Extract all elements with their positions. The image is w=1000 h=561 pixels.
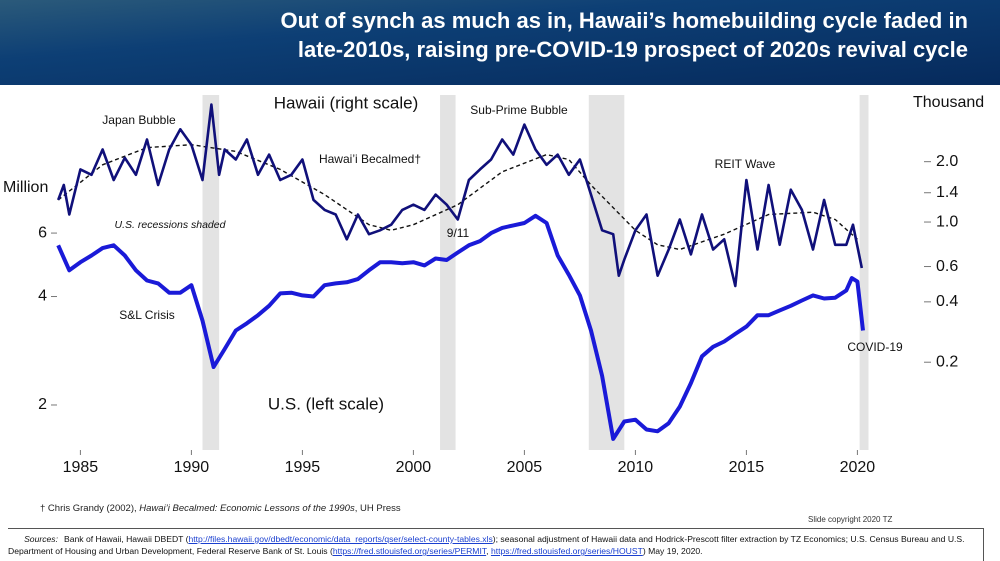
y2-tick-label: 0.2 <box>936 353 958 370</box>
y-tick-label: 2 <box>38 396 47 413</box>
title-line: Out of synch as much as in, Hawaii’s hom… <box>281 8 968 33</box>
annotation: Japan Bubble <box>102 113 176 127</box>
chart: Out of synch as much as in, Hawaii’s hom… <box>0 0 1000 476</box>
annotation: U.S. (left scale) <box>268 394 384 413</box>
annotation: 9/11 <box>447 226 470 240</box>
copyright: Slide copyright 2020 TZ <box>808 515 893 524</box>
footnote-part: , UH Press <box>354 503 401 514</box>
x-tick-label: 2000 <box>396 459 432 476</box>
series-line <box>57 144 858 251</box>
y-axis-label: Million <box>3 179 48 196</box>
x-tick-label: 1995 <box>285 459 321 476</box>
y2-tick-label: 1.0 <box>936 213 958 230</box>
source-text: ); seasonal adjustment of Hawaii data an… <box>8 534 965 556</box>
header-banner <box>0 0 1000 85</box>
recession-band <box>440 95 456 450</box>
y2-tick-label: 0.6 <box>936 258 958 275</box>
series-line <box>56 213 865 441</box>
x-tick-label: 2005 <box>507 459 543 476</box>
y2-tick-label: 0.4 <box>936 293 958 310</box>
x-tick-label: 1985 <box>63 459 99 476</box>
y-tick-label: 4 <box>38 288 47 305</box>
annotation: COVID-19 <box>847 340 903 354</box>
annotation: Hawai’i Becalmed† <box>319 152 421 166</box>
title-line: late-2010s, raising pre-COVID-19 prospec… <box>298 37 968 62</box>
source-text: Bank of Hawaii, Hawaii DBEDT ( <box>64 534 189 544</box>
annotation: REIT Wave <box>715 157 776 171</box>
y2-tick-label: 2.0 <box>936 153 958 170</box>
sources-label: Sources: <box>24 534 58 544</box>
source-text: , <box>486 546 491 556</box>
source-link[interactable]: https://fred.stlouisfed.org/series/PERMI… <box>332 546 487 556</box>
x-tick-label: 2020 <box>840 459 876 476</box>
footnote-part: Hawai’i Becalmed: Economic Lessons of th… <box>139 503 355 514</box>
series-line <box>56 103 864 288</box>
footnote-part: † Chris Grandy (2002), <box>40 503 140 514</box>
y2-axis-label: Thousand <box>913 94 984 111</box>
x-tick-label: 1990 <box>174 459 210 476</box>
source-link[interactable]: https://fred.stlouisfed.org/series/HOUST <box>490 546 643 556</box>
annotation: U.S. recessions shaded <box>115 219 227 231</box>
x-tick-label: 2010 <box>618 459 654 476</box>
annotation: S&L Crisis <box>119 308 175 322</box>
annotation: Hawaii (right scale) <box>274 93 419 112</box>
footnote: † Chris Grandy (2002), Hawai’i Becalmed:… <box>40 503 401 514</box>
annotation: Sub-Prime Bubble <box>470 103 568 117</box>
sources: Sources: Bank of Hawaii, Hawaii DBEDT (ht… <box>8 528 984 561</box>
recession-band <box>859 95 869 450</box>
source-link[interactable]: http://files.hawaii.gov/dbedt/economic/d… <box>188 534 493 544</box>
y-tick-label: 6 <box>38 224 47 241</box>
source-text: ) May 19, 2020. <box>642 546 703 556</box>
y2-tick-label: 1.4 <box>936 184 958 201</box>
x-tick-label: 2015 <box>729 459 765 476</box>
